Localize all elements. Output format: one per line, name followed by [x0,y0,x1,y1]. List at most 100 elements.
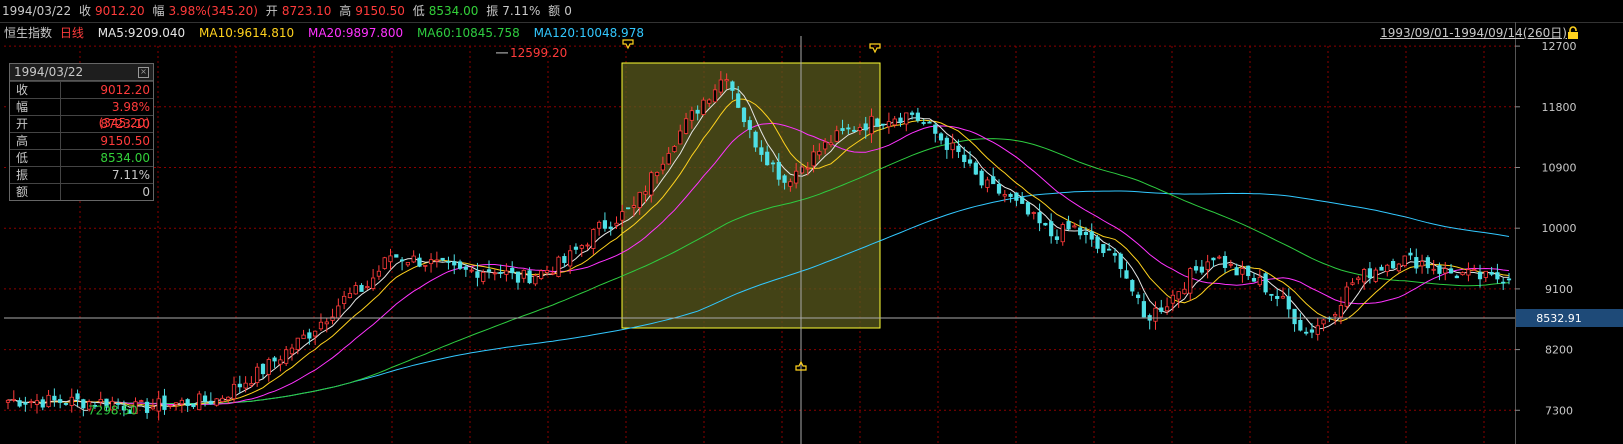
candle [857,127,863,131]
candle [434,259,439,262]
ma10-legend: MA10:9614.810 [199,26,295,40]
info-row-value: 0 [142,185,150,199]
candle [544,269,550,273]
candle [220,397,225,403]
candle [17,400,22,407]
candle [915,112,920,121]
candle [1344,286,1349,307]
candle [202,395,208,402]
candle [1333,314,1338,317]
candle [782,175,787,183]
candle [666,153,671,165]
candle [1234,267,1239,276]
candle [1431,268,1436,271]
candle [568,250,573,267]
candle [944,137,949,150]
candle [1014,192,1019,201]
candle [1396,263,1401,272]
candle [272,357,277,362]
candle [121,405,127,411]
volume-label: 额 [548,4,561,18]
annotation-low: 7298.50 [88,403,138,417]
info-panel: 1994/03/22 × 收 9012.20 幅 3.98%(345.20) 开 8723… [9,63,154,201]
candle [736,93,741,108]
ma60-legend: MA60:10845.758 [416,26,520,40]
candle [34,400,40,405]
candle [811,151,816,167]
candle [1466,269,1471,276]
candle [382,257,387,269]
candle [23,402,28,405]
low-label: 低 [412,4,425,18]
candle [284,349,289,364]
candle [1141,301,1146,318]
candle [1483,270,1488,278]
candle [852,129,857,132]
candle [1506,278,1512,281]
candle [243,382,248,389]
candle [602,220,608,229]
candle [365,286,370,289]
candle [996,183,1002,194]
ma5-legend: MA5:9209.040 [97,26,186,40]
range-end-arrow-icon [869,43,881,54]
candle [1130,280,1135,292]
candle [110,400,115,411]
candle [741,107,747,123]
candle [1199,266,1204,273]
candle [950,142,955,151]
candle [921,122,926,124]
high-label: 高 [339,4,352,18]
candle [440,257,445,261]
candle [631,205,636,208]
candle [336,305,341,319]
candle [527,270,532,284]
info-row-key: 收 [10,82,61,98]
candle [353,285,358,295]
candle [1246,265,1251,277]
candle [776,161,781,180]
info-row: 幅 3.98%(345.20) [10,98,153,130]
candle [533,275,538,285]
info-row-key: 幅 [10,99,61,115]
candle [457,261,463,269]
candle [608,226,613,229]
info-row-value: 9150.50 [100,134,150,148]
candle [1089,231,1094,240]
quote-bar: 1994/03/22 收 9012.20 幅 3.98%(345.20) 开 8723… [0,0,1623,23]
candle [1408,252,1413,256]
info-panel-header[interactable]: 1994/03/22 × [10,64,153,81]
index-name: 恒生指数 [4,26,53,40]
candle [1425,257,1430,269]
candle [846,127,851,130]
candle [759,147,764,155]
candle [1072,225,1077,228]
candle [1489,271,1494,275]
candle [660,163,665,171]
y-tick-label: 10900 [1542,162,1577,175]
candle [208,400,213,405]
candle [1217,256,1222,259]
date-range-link[interactable]: 1993/09/01-1994/09/14(260日) [1380,26,1567,40]
close-value: 9012.20 [95,4,145,18]
period-label[interactable]: 日线 [59,26,84,40]
low-value: 8534.00 [428,4,479,18]
candle [892,118,897,126]
close-icon[interactable]: × [138,67,149,78]
candle [1193,266,1199,271]
candle [1362,269,1367,283]
candle [1008,193,1013,197]
selection-box [621,62,881,329]
candle [139,400,144,403]
candle [712,89,718,103]
candle [938,133,944,141]
candle [388,255,393,263]
candle [718,79,723,93]
candle [1025,202,1031,215]
candle [87,401,92,410]
candle [1176,291,1181,300]
candle [318,321,324,330]
lock-icon[interactable] [1567,26,1579,40]
candle [1292,308,1297,325]
